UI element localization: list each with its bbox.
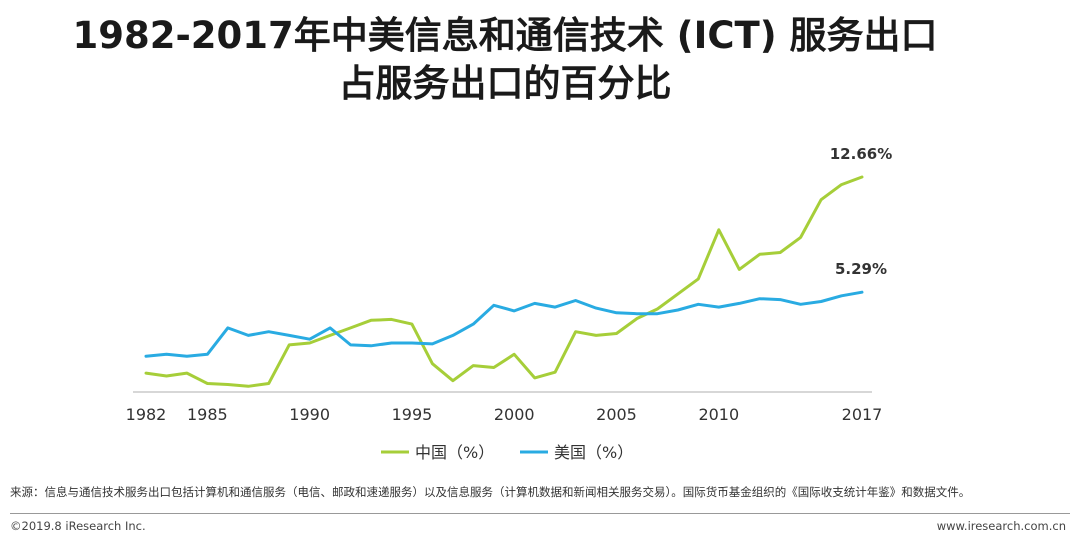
end-value-label: 12.66% — [830, 145, 892, 163]
line-chart: 1982 1985 1990 1995 2000 2005 2010 2017 12.66% 5.… — [126, 145, 893, 462]
end-value-label: 5.29% — [835, 260, 887, 278]
x-tick-label: 2010 — [698, 405, 739, 424]
x-tick-label: 1995 — [392, 405, 433, 424]
copyright-text: ©2019.8 iResearch Inc. — [10, 519, 146, 533]
footer-divider — [10, 513, 1070, 514]
chart-title-line-1: 1982-2017年中美信息和通信技术 (ICT) 服务出口 — [72, 14, 938, 57]
legend-label-china: 中国（%） — [415, 443, 494, 462]
x-tick-label: 1990 — [289, 405, 330, 424]
website-link[interactable]: www.iresearch.com.cn — [936, 519, 1066, 533]
x-tick-label: 1985 — [187, 405, 228, 424]
series-line-china — [144, 175, 864, 388]
x-tick-label: 2005 — [596, 405, 637, 424]
x-tick-label: 2017 — [842, 405, 883, 424]
source-note: 来源：信息与通信技术服务出口包括计算机和通信服务（电信、邮政和速递服务）以及信息… — [10, 485, 971, 499]
x-tick-label: 2000 — [494, 405, 535, 424]
series-line-usa — [144, 290, 864, 358]
x-tick-label: 1982 — [126, 405, 167, 424]
legend-label-usa: 美国（%） — [554, 443, 633, 462]
chart-title-line-2: 占服务出口的百分比 — [338, 62, 672, 105]
